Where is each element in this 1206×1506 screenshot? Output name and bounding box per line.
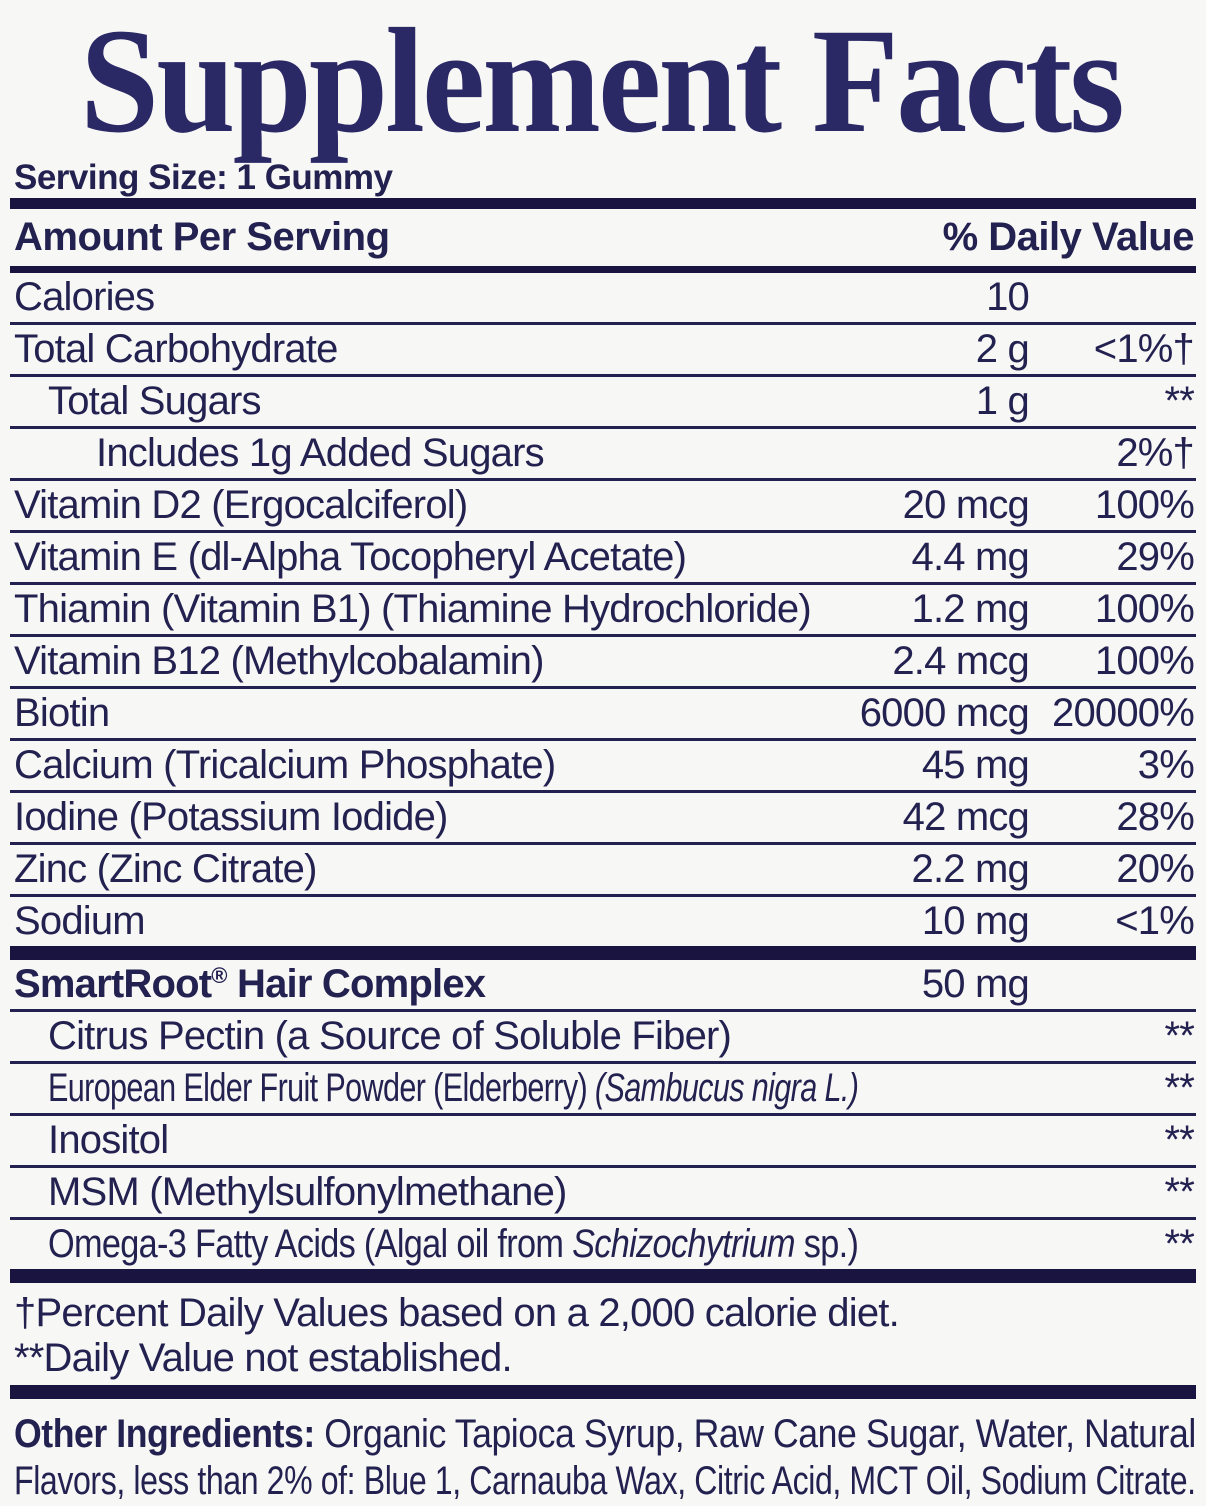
nutrient-amount: 10 bbox=[986, 275, 1030, 319]
nutrient-amount: 1.2 mg bbox=[911, 587, 1030, 631]
footnotes: †Percent Daily Values based on a 2,000 c… bbox=[10, 1283, 1196, 1385]
nutrient-name: Vitamin E (dl-Alpha Tocopheryl Acetate) bbox=[14, 535, 687, 579]
nutrient-name: Includes 1g Added Sugars bbox=[96, 431, 545, 475]
nutrient-name: European Elder Fruit Powder (Elderberry)… bbox=[48, 1066, 859, 1110]
nutrient-row: Thiamin (Vitamin B1) (Thiamine Hydrochlo… bbox=[10, 582, 1196, 634]
nutrient-amount: 50 mg bbox=[921, 962, 1030, 1006]
divider-bar-footnotes bbox=[10, 1269, 1196, 1283]
divider-bar-top bbox=[10, 198, 1196, 209]
other-ingredients-text-2: Flavors, less than 2% of: Blue 1, Carnau… bbox=[14, 1459, 1196, 1503]
nutrient-daily-value: ** bbox=[1164, 1066, 1194, 1110]
title-wrap: Supplement Facts bbox=[80, 0, 1125, 164]
nutrient-amount: 2 g bbox=[975, 327, 1030, 371]
nutrient-daily-value: 100% bbox=[1094, 587, 1195, 631]
nutrient-daily-value: ** bbox=[1164, 1222, 1194, 1266]
nutrient-daily-value: 20% bbox=[1116, 847, 1194, 891]
nutrient-daily-value: 2%† bbox=[1116, 431, 1194, 475]
nutrient-daily-value: 3% bbox=[1137, 743, 1195, 787]
nutrient-row: Vitamin B12 (Methylcobalamin) 2.4 mcg 100% bbox=[10, 634, 1196, 686]
table-header-row: Amount Per Serving % Daily Value bbox=[10, 209, 1196, 266]
nutrient-name: Calcium (Tricalcium Phosphate) bbox=[14, 743, 556, 787]
nutrient-row: Omega-3 Fatty Acids (Algal oil from Schi… bbox=[10, 1217, 1196, 1269]
other-ingredients-line-2: Flavors, less than 2% of: Blue 1, Carnau… bbox=[14, 1458, 1196, 1505]
nutrient-daily-value: <1% bbox=[1115, 899, 1195, 943]
nutrient-table: Calories 10 Total Carbohydrate 2 g <1%† Total… bbox=[10, 273, 1196, 946]
daily-value-header: % Daily Value bbox=[942, 215, 1195, 259]
nutrient-row: European Elder Fruit Powder (Elderberry)… bbox=[10, 1061, 1196, 1113]
nutrient-amount: 2.4 mcg bbox=[892, 639, 1029, 683]
nutrient-daily-value: 28% bbox=[1116, 795, 1194, 839]
nutrient-amount: 10 mg bbox=[921, 899, 1030, 943]
nutrient-row: Calories 10 bbox=[10, 273, 1196, 322]
nutrient-daily-value: 100% bbox=[1094, 639, 1195, 683]
nutrient-daily-value: ** bbox=[1164, 379, 1194, 423]
divider-bar-other bbox=[10, 1385, 1196, 1399]
other-ingredients-heading: Other Ingredients: bbox=[14, 1412, 315, 1456]
nutrient-amount: 4.4 mg bbox=[911, 535, 1030, 579]
nutrient-amount: 42 mcg bbox=[902, 795, 1030, 839]
divider-bar-complex bbox=[10, 946, 1196, 960]
nutrient-row: Sodium 10 mg <1% bbox=[10, 894, 1196, 946]
nutrient-row: Zinc (Zinc Citrate) 2.2 mg 20% bbox=[10, 842, 1196, 894]
nutrient-row: Total Sugars 1 g ** bbox=[10, 374, 1196, 426]
footnote: †Percent Daily Values based on a 2,000 c… bbox=[14, 1291, 900, 1335]
nutrient-name: Omega-3 Fatty Acids (Algal oil from Schi… bbox=[48, 1222, 859, 1266]
nutrient-daily-value: ** bbox=[1164, 1118, 1194, 1162]
nutrient-name: Sodium bbox=[14, 899, 146, 943]
nutrient-name: Iodine (Potassium Iodide) bbox=[14, 795, 448, 839]
nutrient-name: Zinc (Zinc Citrate) bbox=[14, 847, 317, 891]
nutrient-name: MSM (Methylsulfonylmethane) bbox=[48, 1170, 567, 1214]
nutrient-row: Biotin 6000 mcg 20000% bbox=[10, 686, 1196, 738]
nutrient-row: MSM (Methylsulfonylmethane) ** bbox=[10, 1165, 1196, 1217]
other-ingredients-text-1: Organic Tapioca Syrup, Raw Cane Sugar, W… bbox=[314, 1412, 1196, 1456]
other-ingredients-line-1: Other Ingredients: Organic Tapioca Syrup… bbox=[14, 1411, 1196, 1458]
nutrient-row: Calcium (Tricalcium Phosphate) 45 mg 3% bbox=[10, 738, 1196, 790]
footnote: **Daily Value not established. bbox=[14, 1336, 513, 1380]
nutrient-daily-value: ** bbox=[1164, 1170, 1194, 1214]
supplement-facts-label: Supplement Facts Serving Size: 1 Gummy A… bbox=[0, 6, 1206, 1505]
nutrient-name: Vitamin D2 (Ergocalciferol) bbox=[14, 483, 468, 527]
nutrient-row: Vitamin E (dl-Alpha Tocopheryl Acetate) 4… bbox=[10, 530, 1196, 582]
nutrient-daily-value: 100% bbox=[1094, 483, 1195, 527]
nutrient-name: Total Carbohydrate bbox=[14, 327, 338, 371]
other-ingredients: Other Ingredients: Organic Tapioca Syrup… bbox=[10, 1399, 1196, 1505]
nutrient-amount: 6000 mcg bbox=[859, 691, 1030, 735]
nutrient-row: Iodine (Potassium Iodide) 42 mcg 28% bbox=[10, 790, 1196, 842]
nutrient-name: Inositol bbox=[48, 1118, 169, 1162]
nutrient-name: Biotin bbox=[14, 691, 110, 735]
amount-per-serving-header: Amount Per Serving bbox=[14, 215, 390, 259]
nutrient-amount: 45 mg bbox=[921, 743, 1030, 787]
nutrient-row: Citrus Pectin (a Source of Soluble Fiber… bbox=[10, 1009, 1196, 1061]
nutrient-name: Citrus Pectin (a Source of Soluble Fiber… bbox=[48, 1014, 732, 1058]
nutrient-amount: 20 mcg bbox=[902, 483, 1030, 527]
nutrient-daily-value: <1%† bbox=[1093, 327, 1195, 371]
nutrient-row: Vitamin D2 (Ergocalciferol) 20 mcg 100% bbox=[10, 478, 1196, 530]
serving-size: Serving Size: 1 Gummy bbox=[10, 158, 1196, 198]
nutrient-row: Total Carbohydrate 2 g <1%† bbox=[10, 322, 1196, 374]
nutrient-name: Thiamin (Vitamin B1) (Thiamine Hydrochlo… bbox=[14, 587, 812, 631]
nutrient-row: Includes 1g Added Sugars 2%† bbox=[10, 426, 1196, 478]
nutrient-row: SmartRoot® Hair Complex 50 mg bbox=[10, 960, 1196, 1009]
serving-size-text: Serving Size: 1 Gummy bbox=[14, 158, 393, 197]
nutrient-amount: 1 g bbox=[975, 379, 1030, 423]
divider-bar-header bbox=[10, 266, 1196, 273]
nutrient-row: Inositol ** bbox=[10, 1113, 1196, 1165]
nutrient-daily-value: ** bbox=[1164, 1014, 1194, 1058]
nutrient-daily-value: 29% bbox=[1116, 535, 1194, 579]
nutrient-amount: 2.2 mg bbox=[911, 847, 1030, 891]
nutrient-name: SmartRoot® Hair Complex bbox=[14, 962, 486, 1006]
hair-complex-table: SmartRoot® Hair Complex 50 mg Citrus Pecti… bbox=[10, 960, 1196, 1269]
nutrient-name: Calories bbox=[14, 275, 155, 319]
nutrient-name: Total Sugars bbox=[48, 379, 262, 423]
nutrient-name: Vitamin B12 (Methylcobalamin) bbox=[14, 639, 544, 683]
page-title: Supplement Facts bbox=[80, 0, 1125, 164]
nutrient-daily-value: 20000% bbox=[1052, 691, 1195, 735]
